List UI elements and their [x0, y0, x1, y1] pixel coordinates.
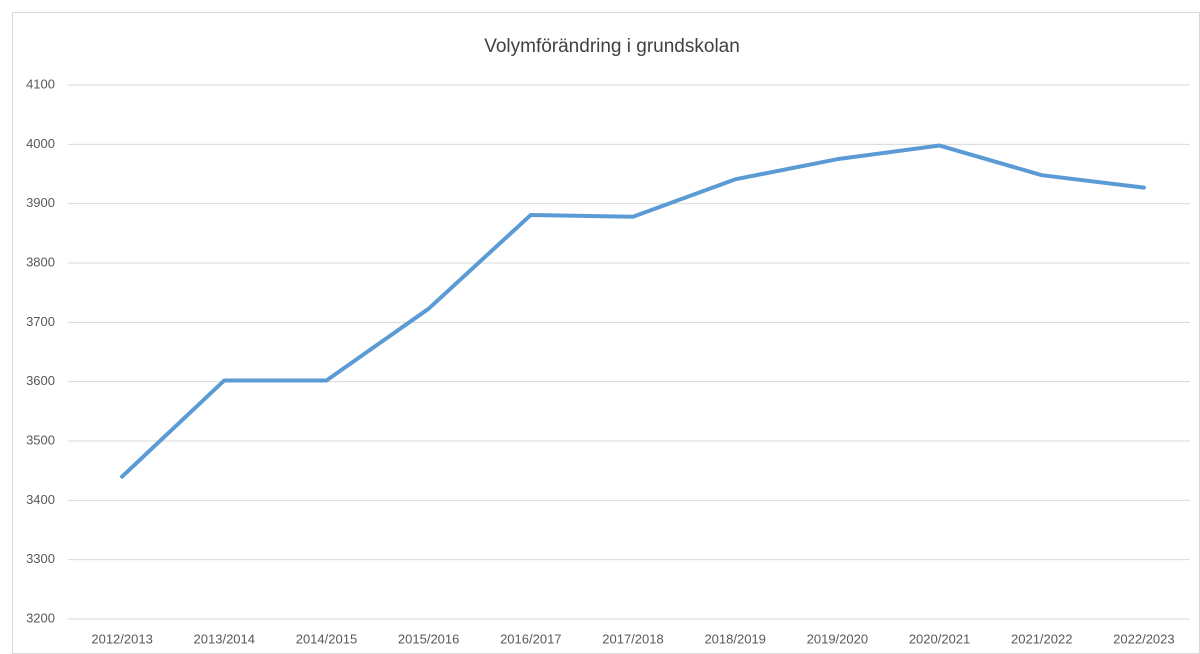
y-tick-label: 3200	[26, 610, 55, 625]
y-tick-label: 3500	[26, 432, 55, 447]
x-tick-label: 2022/2023	[1113, 631, 1174, 646]
x-tick-label: 2017/2018	[602, 631, 663, 646]
y-tick-label: 3700	[26, 314, 55, 329]
y-tick-label: 4100	[26, 76, 55, 91]
y-tick-label: 3800	[26, 254, 55, 269]
x-tick-label: 2015/2016	[398, 631, 459, 646]
y-tick-label: 3300	[26, 551, 55, 566]
chart-title: Volymförändring i grundskolan	[484, 36, 740, 57]
x-tick-label: 2018/2019	[704, 631, 765, 646]
y-tick-label: 3900	[26, 195, 55, 210]
y-tick-label: 3400	[26, 492, 55, 507]
x-tick-label: 2021/2022	[1011, 631, 1072, 646]
y-tick-label: 3600	[26, 373, 55, 388]
chart-border	[12, 12, 1200, 654]
y-tick-label: 4000	[26, 136, 55, 151]
data-line	[120, 143, 1146, 479]
x-tick-label: 2016/2017	[500, 631, 561, 646]
x-tick-label: 2012/2013	[91, 631, 152, 646]
x-tick-label: 2020/2021	[909, 631, 970, 646]
x-tick-label: 2019/2020	[807, 631, 868, 646]
x-tick-label: 2014/2015	[296, 631, 357, 646]
x-tick-label: 2013/2014	[194, 631, 255, 646]
